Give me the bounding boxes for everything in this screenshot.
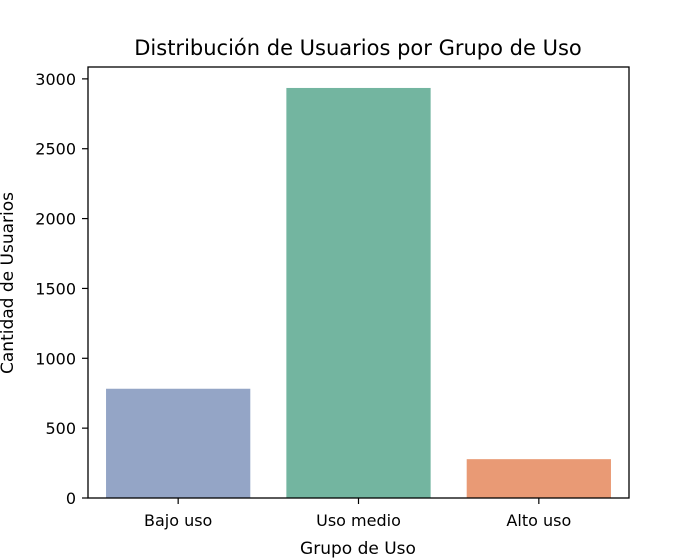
plot-frame — [87, 66, 630, 499]
y-tick-label-2000: 2000 — [35, 210, 76, 229]
x-tick-label-alto-uso: Alto uso — [506, 511, 571, 530]
x-tick-label-uso-medio: Uso medio — [316, 511, 401, 530]
bars-group — [106, 87, 611, 498]
bar-uso-medio — [286, 87, 431, 498]
y-tick-label-500: 500 — [45, 419, 76, 438]
x-tick-label-bajo-uso: Bajo uso — [144, 511, 212, 530]
y-tick-label-3000: 3000 — [35, 70, 76, 89]
bar-bajo-uso — [106, 388, 251, 498]
y-axis: 0 500 1000 1500 2000 2500 3000 — [35, 70, 88, 508]
y-tick-label-2500: 2500 — [35, 140, 76, 159]
x-axis: Bajo uso Uso medio Alto uso — [144, 498, 571, 530]
chart-title: Distribución de Usuarios por Grupo de Us… — [134, 36, 582, 60]
y-tick-label-1500: 1500 — [35, 279, 76, 298]
y-tick-label-1000: 1000 — [35, 349, 76, 368]
y-tick-label-0: 0 — [66, 489, 76, 508]
bar-alto-uso — [466, 459, 611, 498]
y-axis-label: Cantidad de Usuarios — [0, 192, 18, 374]
x-axis-label: Grupo de Uso — [300, 539, 416, 559]
